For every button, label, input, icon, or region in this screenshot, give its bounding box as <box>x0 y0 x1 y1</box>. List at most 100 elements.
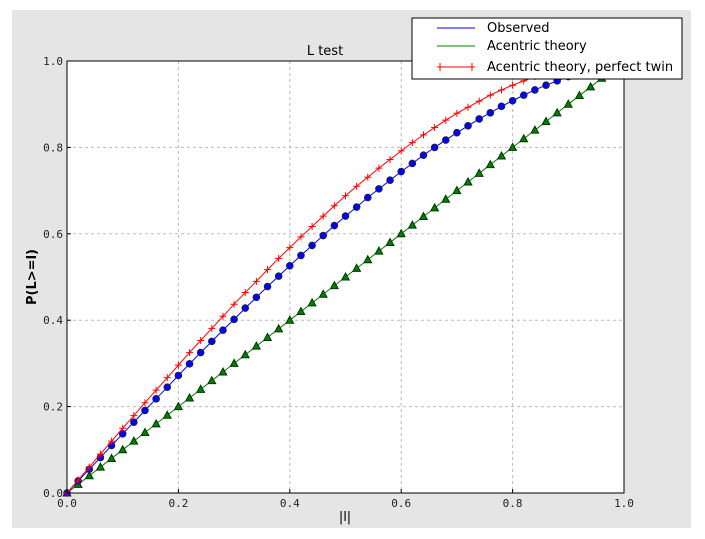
point-acentric-theory <box>574 90 585 100</box>
point-acentric-theory <box>184 392 195 402</box>
point-acentric-theory <box>496 150 507 160</box>
point-acentric-theory-perfect-twin <box>264 266 272 274</box>
point-observed <box>453 128 461 137</box>
point-acentric-theory-perfect-twin <box>364 173 372 181</box>
point-observed <box>319 231 328 240</box>
point-observed <box>330 221 339 230</box>
series-acentric-theory <box>62 55 629 497</box>
point-acentric-theory <box>162 410 172 419</box>
legend: Observed Acentric theory Acentric theory, … <box>411 17 683 80</box>
point-observed <box>152 395 160 403</box>
point-acentric-theory <box>452 185 462 195</box>
point-observed <box>174 371 183 380</box>
point-observed <box>230 315 238 324</box>
y-tick-label: 0.8 <box>43 141 63 154</box>
point-acentric-theory-perfect-twin <box>219 312 227 320</box>
point-acentric-theory-perfect-twin <box>431 124 439 132</box>
point-acentric-theory <box>474 168 484 177</box>
legend-label: Acentric theory, perfect twin <box>487 60 673 75</box>
point-acentric-theory-perfect-twin <box>230 300 238 308</box>
point-observed <box>208 337 216 346</box>
point-acentric-theory-perfect-twin <box>96 450 104 458</box>
point-observed <box>441 136 450 144</box>
point-observed <box>497 102 506 111</box>
point-observed <box>531 86 539 94</box>
point-acentric-theory <box>541 116 551 125</box>
point-acentric-theory-perfect-twin <box>241 289 249 297</box>
point-acentric-theory <box>207 375 217 385</box>
point-acentric-theory <box>351 263 362 272</box>
y-tick-label: 1.0 <box>43 55 63 68</box>
point-observed <box>464 122 472 130</box>
point-acentric-theory-perfect-twin <box>174 361 182 369</box>
y-tick-label: 0.0 <box>43 487 63 500</box>
point-acentric-theory <box>530 125 540 134</box>
point-observed <box>241 304 250 312</box>
y-tick-label: 0.6 <box>43 228 63 241</box>
point-acentric-theory-perfect-twin <box>453 109 461 117</box>
point-acentric-theory-perfect-twin <box>497 86 505 94</box>
point-observed <box>419 151 428 159</box>
point-acentric-theory <box>318 289 328 298</box>
point-acentric-theory-perfect-twin <box>297 233 305 241</box>
plot-frame <box>66 60 625 494</box>
point-acentric-theory <box>106 453 117 462</box>
x-tick-label: 0.2 <box>168 497 188 510</box>
point-acentric-theory <box>519 133 529 143</box>
point-acentric-theory <box>196 384 206 393</box>
point-acentric-theory <box>485 159 495 169</box>
point-acentric-theory-perfect-twin <box>330 202 338 210</box>
point-acentric-theory-perfect-twin <box>509 81 517 89</box>
point-observed <box>430 143 439 152</box>
point-observed <box>308 241 316 250</box>
point-acentric-theory <box>229 358 239 367</box>
point-acentric-theory <box>296 306 306 316</box>
point-acentric-theory-perfect-twin <box>319 212 327 220</box>
y-tick-label: 0.4 <box>43 314 63 327</box>
point-observed <box>252 293 261 302</box>
point-acentric-theory-perfect-twin <box>397 147 405 155</box>
point-acentric-theory <box>552 107 562 117</box>
point-acentric-theory <box>129 436 139 445</box>
point-acentric-theory-perfect-twin <box>119 424 127 432</box>
point-acentric-theory <box>429 202 440 212</box>
point-acentric-theory-perfect-twin <box>152 386 160 394</box>
point-observed <box>397 167 406 176</box>
point-observed <box>486 109 495 117</box>
point-acentric-theory <box>463 176 473 186</box>
x-tick-label: 0.4 <box>280 497 300 510</box>
point-acentric-theory-perfect-twin <box>275 254 283 262</box>
point-acentric-theory-perfect-twin <box>408 139 416 147</box>
point-acentric-theory <box>285 315 295 324</box>
point-acentric-theory-perfect-twin <box>308 222 316 230</box>
point-acentric-theory-perfect-twin <box>442 116 450 124</box>
point-acentric-theory-perfect-twin <box>74 476 82 484</box>
tick-labels: 0.0 0.2 0.4 0.6 0.8 1.0 0.0 0.2 0.4 0.6 0.8 1.0 <box>43 55 634 510</box>
point-observed <box>475 115 483 123</box>
point-observed <box>386 176 394 185</box>
point-acentric-theory <box>218 366 228 376</box>
point-acentric-theory-perfect-twin <box>464 103 472 111</box>
point-observed <box>274 272 283 280</box>
point-observed <box>352 203 361 211</box>
point-acentric-theory <box>407 220 417 229</box>
point-observed <box>375 185 383 193</box>
legend-label: Observed <box>487 21 550 36</box>
point-acentric-theory-perfect-twin <box>386 155 394 163</box>
point-acentric-theory <box>507 142 518 151</box>
point-acentric-theory <box>262 332 273 341</box>
point-observed <box>297 251 305 260</box>
point-acentric-theory <box>418 211 429 221</box>
point-acentric-theory <box>274 323 284 333</box>
point-acentric-theory-perfect-twin <box>486 91 494 99</box>
point-observed <box>363 193 372 202</box>
point-acentric-theory-perfect-twin <box>286 244 294 252</box>
point-acentric-theory <box>396 228 406 238</box>
point-observed <box>130 418 138 426</box>
point-observed <box>219 326 227 334</box>
point-acentric-theory <box>374 246 384 255</box>
point-observed <box>286 261 294 270</box>
point-observed <box>542 81 550 89</box>
x-axis-label: |l| <box>339 510 351 525</box>
point-acentric-theory <box>140 427 150 437</box>
